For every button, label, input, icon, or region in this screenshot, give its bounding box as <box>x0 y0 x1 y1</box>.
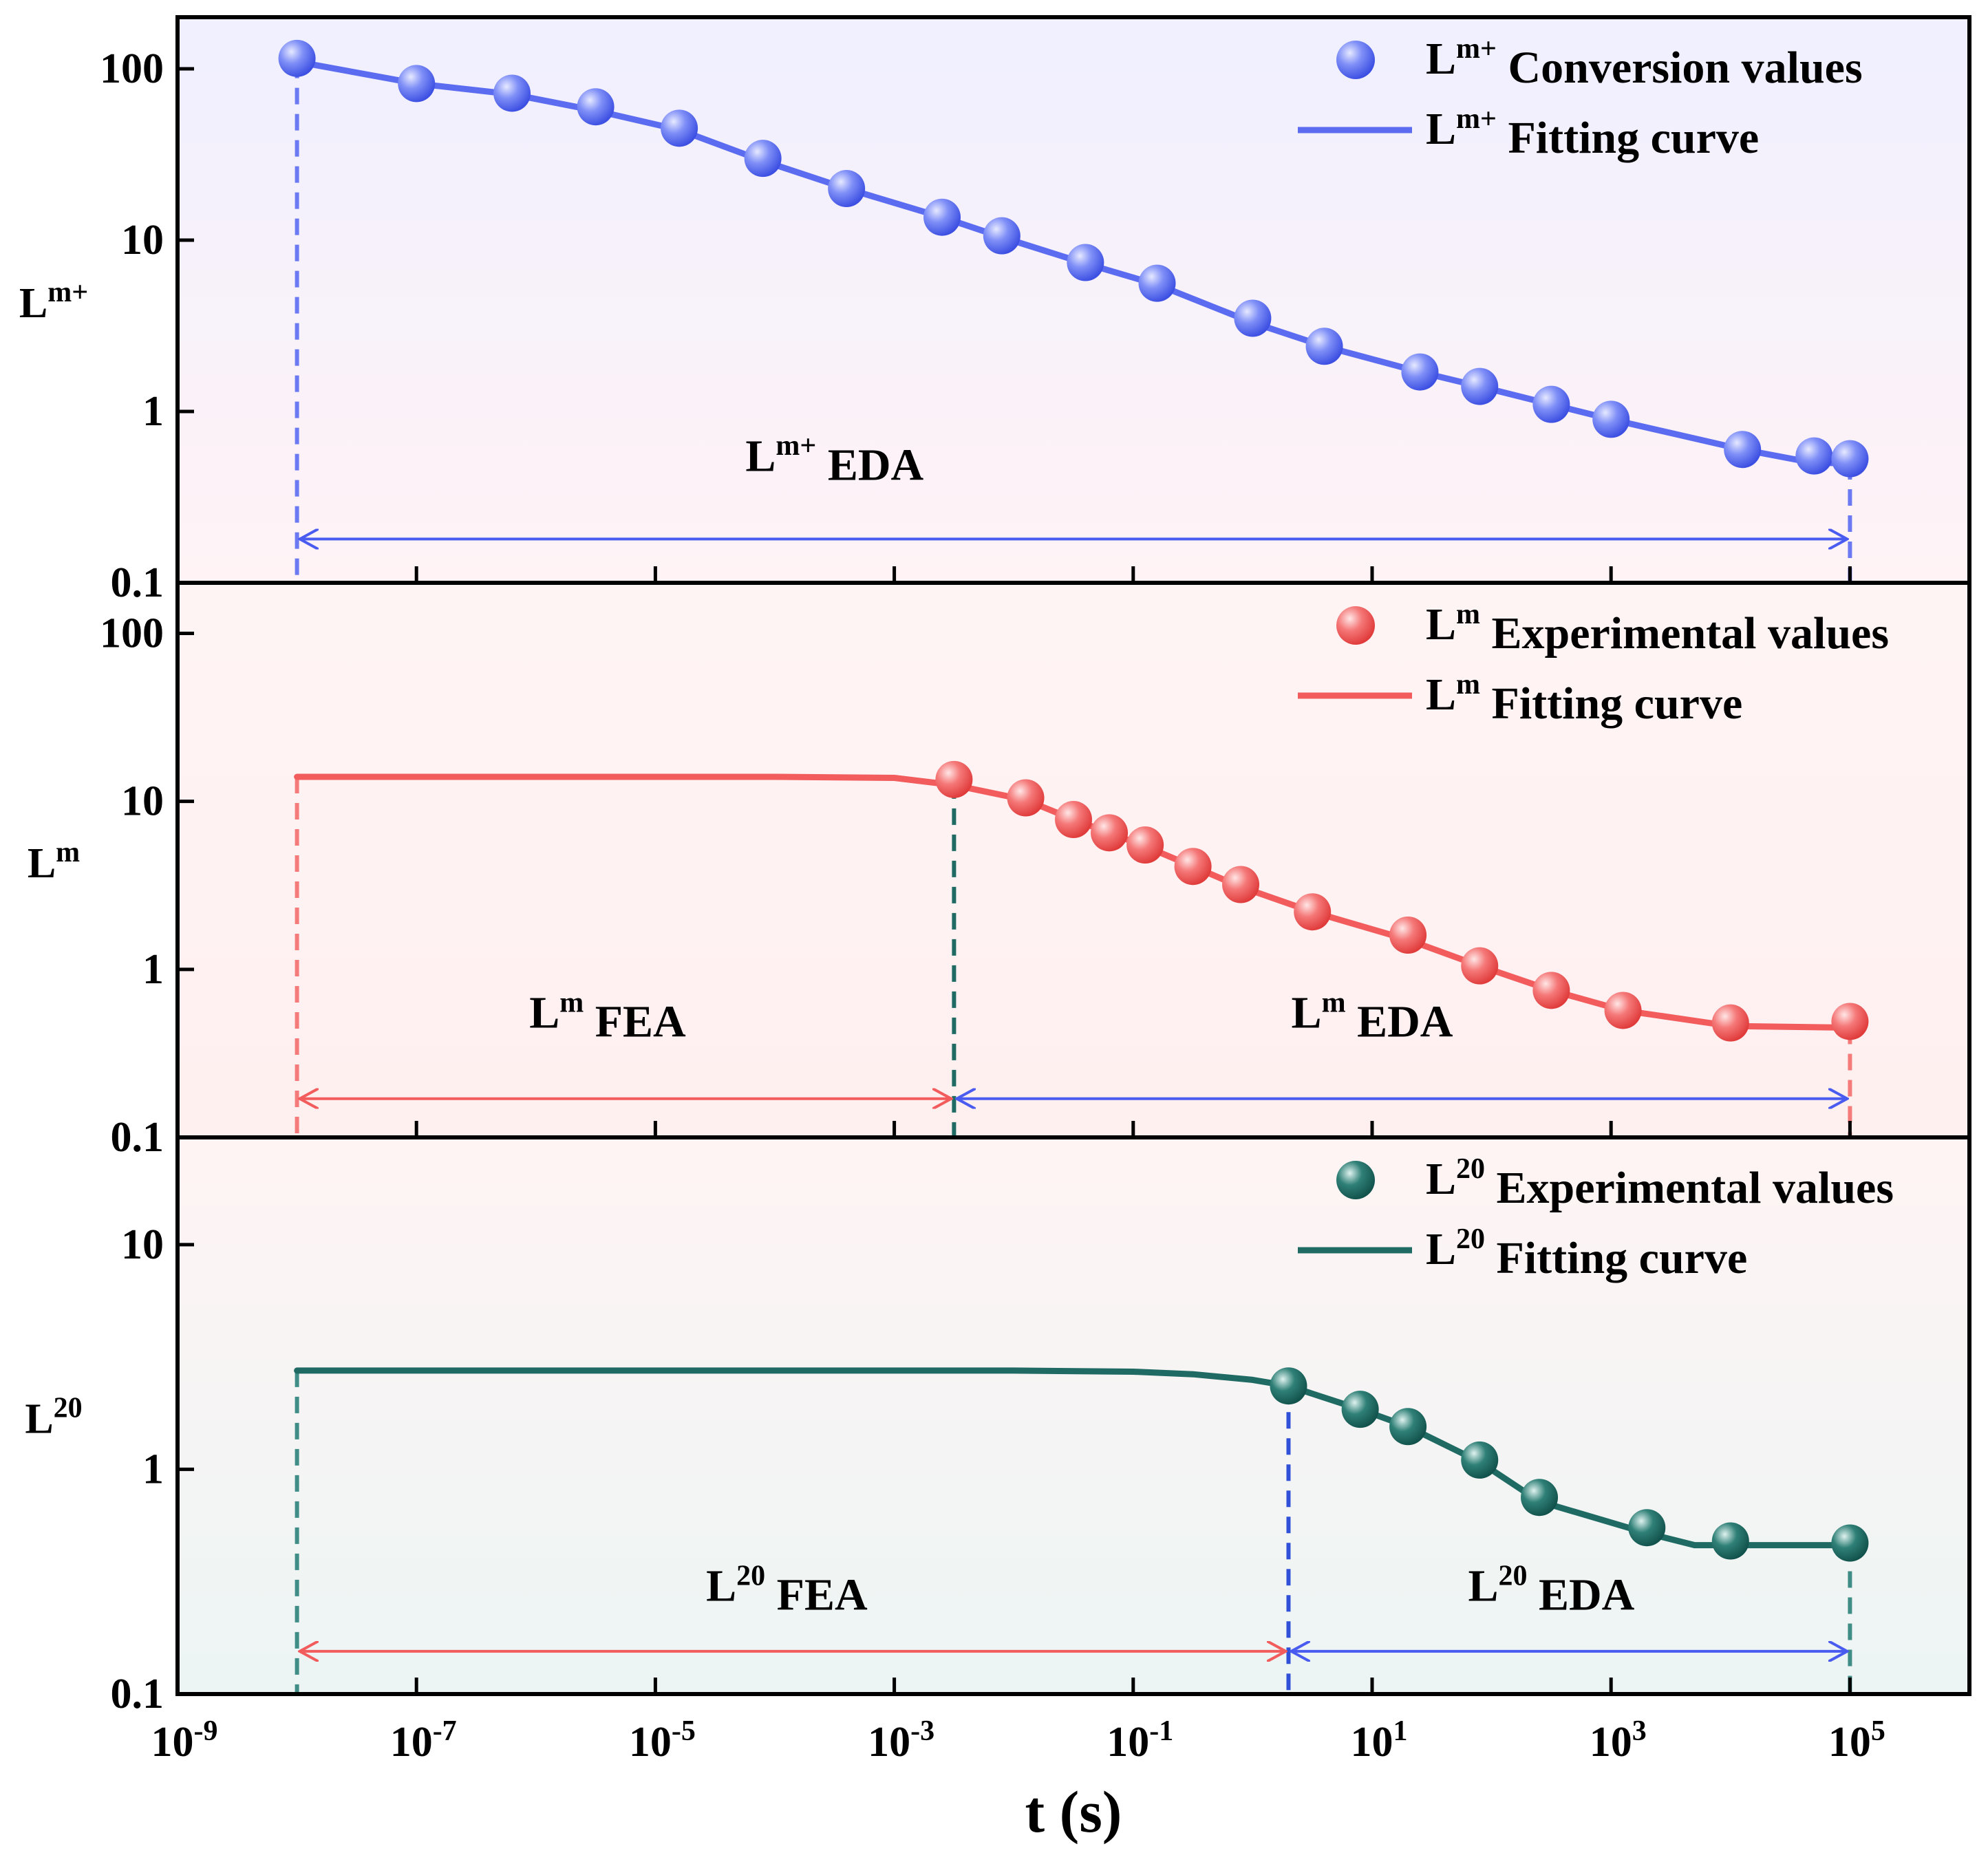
panel-top-data-point <box>1795 437 1833 475</box>
panel-middle-data-point <box>1055 801 1092 839</box>
panel-top-data-point <box>1401 353 1439 391</box>
panel-middle-data-point <box>1831 1003 1869 1040</box>
panel-top-data-point <box>398 65 436 103</box>
panel-top-data-point <box>577 88 614 126</box>
panel-bottom-frame <box>175 1135 1971 1696</box>
panel-bottom-ylabel: L20 <box>25 1392 82 1442</box>
panel-top-data-point <box>923 198 961 236</box>
panel-top-data-point <box>828 170 866 208</box>
panel-top-data-point <box>661 109 698 147</box>
x-axis-title: t (s) <box>1025 1779 1122 1845</box>
panel-middle-annotation-eda: Lm EDA <box>1292 987 1453 1047</box>
panel-middle-legend-marker <box>1336 606 1375 645</box>
panel-bottom-data-point <box>1711 1522 1749 1560</box>
panel-top-legend-label-line: Lm+ Fitting curve <box>1426 103 1759 163</box>
panel-middle-background <box>178 583 1969 1137</box>
panel-top-data-point <box>1234 299 1272 337</box>
panel-middle-data-point <box>935 760 973 798</box>
panel-top-data-point <box>1592 400 1630 438</box>
panel-middle-ytick-label: 0.1 <box>111 1114 164 1161</box>
panel-middle-data-point <box>1126 826 1164 864</box>
panel-middle-data-point <box>1294 893 1332 931</box>
panel-bottom-ytick-label: 10 <box>121 1221 164 1268</box>
panel-top-ytick-label: 10 <box>121 217 164 264</box>
panel-middle-data-point <box>1091 814 1129 852</box>
panel-middle-legend-label-points: Lm Experimental values <box>1426 599 1889 658</box>
panel-top-ytick-label: 100 <box>100 45 164 92</box>
panel-top-data-point <box>1724 431 1762 469</box>
panel-top-data-point <box>1461 367 1499 405</box>
xtick-label: 103 <box>1590 1715 1647 1766</box>
panel-bottom-annotation-eda: L20 EDA <box>1468 1560 1634 1620</box>
panel-middle-data-point <box>1174 848 1212 886</box>
panel-top-data-point <box>1067 244 1104 281</box>
panel-middle-data-point <box>1532 972 1570 1009</box>
panel-top-data-point <box>1532 385 1570 423</box>
panel-top-ytick-label: 1 <box>142 388 164 435</box>
panel-middle-ytick-label: 10 <box>121 778 164 825</box>
panel-middle-data-point <box>1389 916 1427 954</box>
panel-bottom-ytick-label: 1 <box>142 1446 164 1492</box>
panel-top-data-point <box>983 217 1020 255</box>
panel-middle-ytick-label: 100 <box>100 610 164 657</box>
panel-top-ylabel: Lm+ <box>19 277 88 327</box>
panel-bottom-data-point <box>1628 1509 1666 1547</box>
panel-bottom-data-point <box>1389 1408 1427 1446</box>
panel-middle-legend-label-line: Lm Fitting curve <box>1426 669 1742 729</box>
panel-bottom-legend-label-line: L20 Fitting curve <box>1426 1223 1747 1283</box>
panel-top-data-point <box>1138 264 1176 302</box>
panel-top-ytick-label: 0.1 <box>111 559 164 606</box>
panel-top-data-point <box>1305 328 1343 365</box>
panel-middle-data-point <box>1461 947 1499 985</box>
panel-middle-annotation-fea: Lm FEA <box>529 987 686 1047</box>
panel-middle-ylabel: Lm <box>28 837 80 887</box>
xtick-label: 10-9 <box>151 1715 218 1766</box>
panel-bottom-data-point <box>1461 1441 1499 1479</box>
panel-bottom-ytick-label: 0.1 <box>111 1671 164 1717</box>
panel-bottom-legend-marker <box>1336 1161 1375 1199</box>
panel-top-data-point <box>278 39 316 77</box>
panel-top-data-point <box>1831 440 1869 478</box>
xtick-label: 10-7 <box>390 1715 457 1766</box>
panel-top-legend-label-points: Lm+ Conversion values <box>1426 33 1863 93</box>
panel-middle-ytick-label: 1 <box>142 946 164 993</box>
xtick-label: 105 <box>1828 1715 1885 1766</box>
panel-bottom-data-point <box>1270 1367 1307 1405</box>
panel-top-background <box>178 17 1969 583</box>
panel-bottom-background <box>178 1137 1969 1694</box>
xtick-label: 10-3 <box>868 1715 934 1766</box>
xtick-label: 101 <box>1351 1715 1408 1766</box>
panel-middle-data-point <box>1711 1004 1749 1042</box>
panel-middle-data-point <box>1222 866 1260 903</box>
panel-top-legend-marker <box>1336 41 1375 79</box>
panel-middle-data-point <box>1007 779 1045 817</box>
panel-bottom-annotation-fea: L20 FEA <box>706 1560 868 1620</box>
panel-bottom-data-point <box>1521 1479 1559 1517</box>
panel-top-annotation-eda: Lm+ EDA <box>745 430 923 490</box>
panel-top-data-point <box>744 140 782 178</box>
panel-middle-data-point <box>1604 992 1642 1029</box>
xtick-label: 10-5 <box>629 1715 696 1766</box>
panel-bottom-data-point <box>1831 1524 1869 1562</box>
panel-bottom-data-point <box>1341 1391 1379 1428</box>
xtick-label: 10-1 <box>1107 1715 1173 1766</box>
panel-bottom-legend-label-points: L20 Experimental values <box>1426 1153 1894 1213</box>
panel-top-data-point <box>493 74 531 112</box>
